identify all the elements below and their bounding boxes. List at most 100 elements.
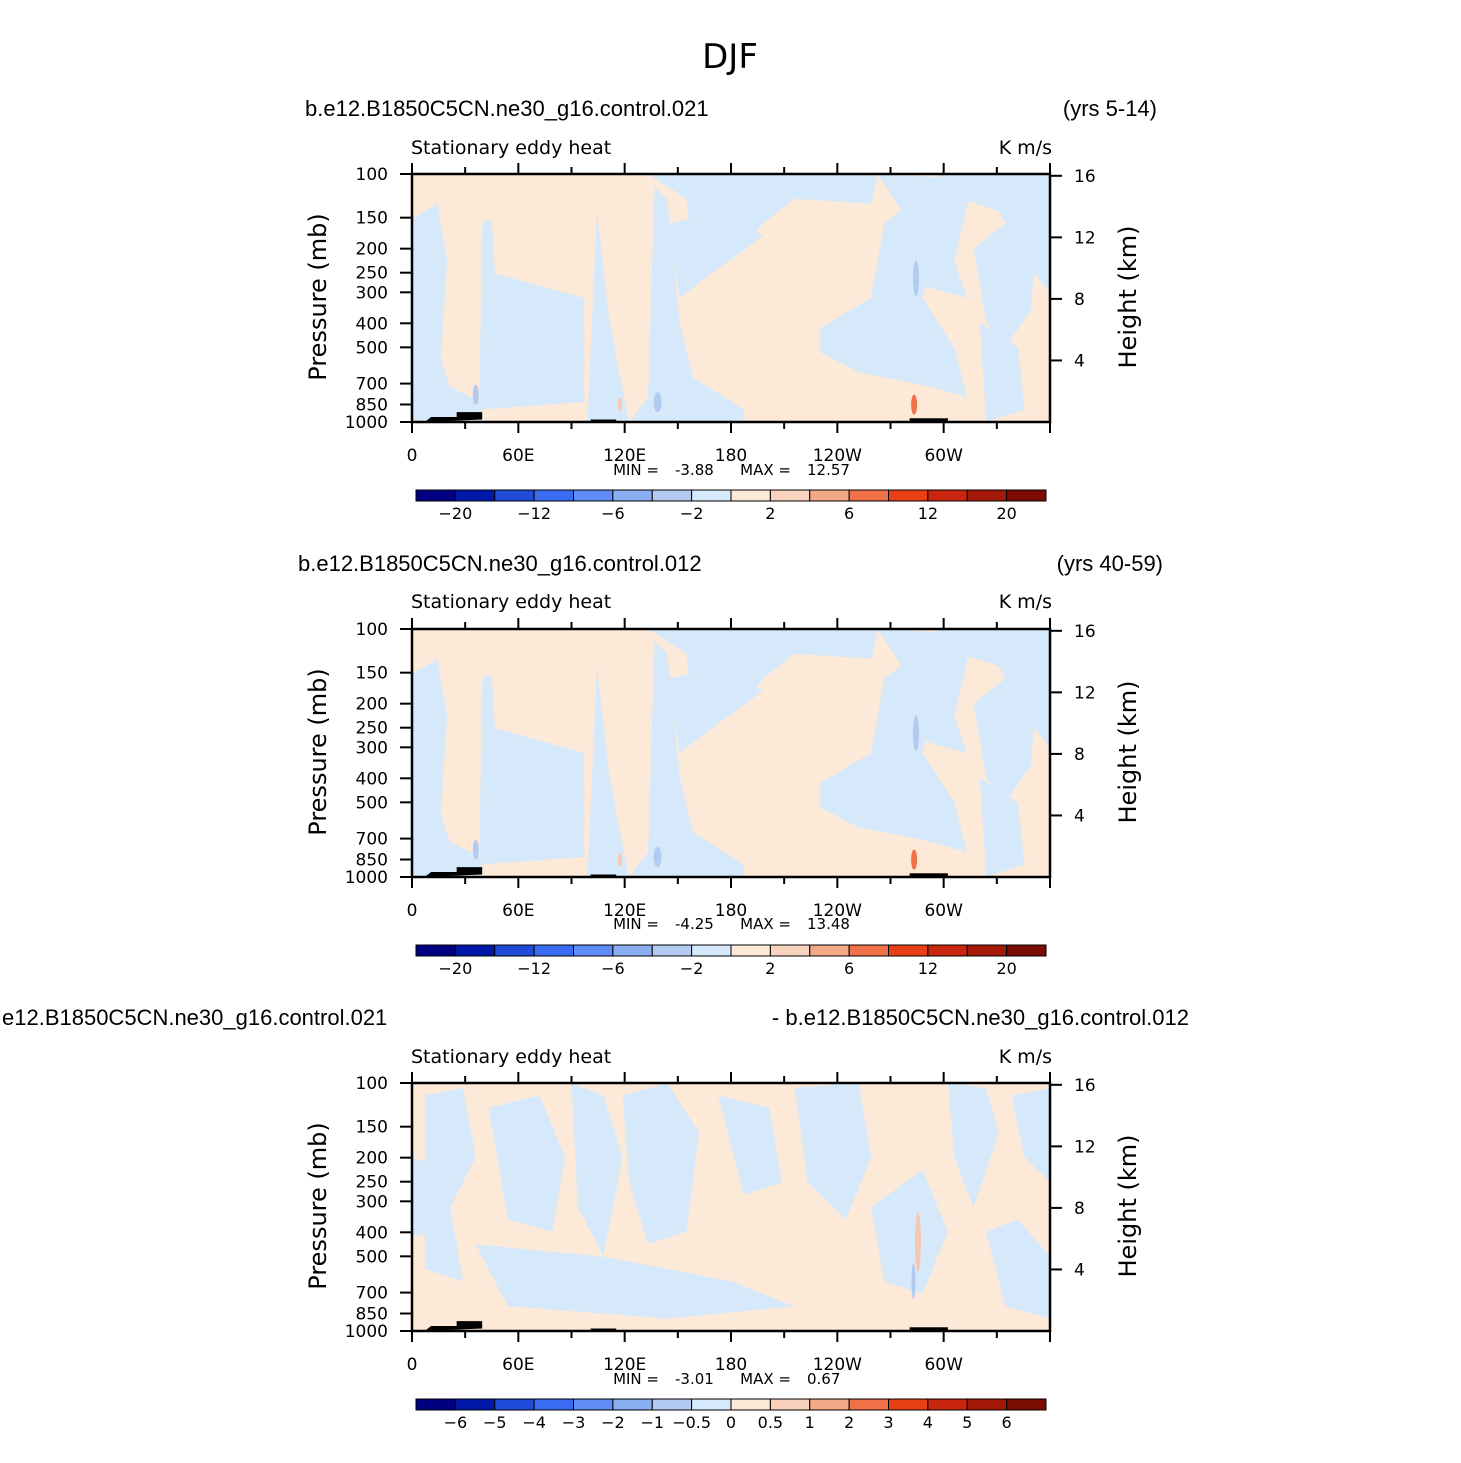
colorbar-label: −2 <box>680 959 704 978</box>
y-tick-label: 500 <box>356 793 388 813</box>
colorbar-label: −5 <box>483 1413 507 1432</box>
colorbar-swatch <box>848 489 889 502</box>
negative-region <box>622 1083 700 1245</box>
y-tick-label: 250 <box>356 264 388 284</box>
negative-core <box>913 260 920 297</box>
panel-1-max-label: MAX = <box>740 461 791 479</box>
panel-1-max-value: 12.57 <box>807 461 850 479</box>
colorbar-swatch <box>691 944 732 957</box>
panel-2-max-label: MAX = <box>740 915 791 933</box>
terrain <box>424 1321 483 1331</box>
colorbar-label: 2 <box>765 504 775 523</box>
panel-2-case-name: b.e12.B1850C5CN.ne30_g16.control.012 <box>298 551 702 576</box>
negative-region <box>871 1169 948 1294</box>
colorbar-label: 3 <box>883 1413 893 1432</box>
colorbar-swatch <box>573 489 614 502</box>
negative-region <box>877 629 974 753</box>
panel-2-ylabel: Pressure (mb) <box>304 668 332 835</box>
terrain <box>909 418 948 422</box>
colorbar-swatch <box>415 489 456 502</box>
colorbar-label: 6 <box>844 959 854 978</box>
y-tick-label: 300 <box>356 1192 388 1212</box>
negative-region <box>412 658 483 877</box>
y-tick-label: 400 <box>356 769 388 789</box>
negative-region <box>935 629 1050 749</box>
y-tick-label: 700 <box>356 830 388 850</box>
x-tick-label: 60W <box>924 901 963 921</box>
colorbar-swatch <box>454 1398 496 1411</box>
colorbar-swatch <box>809 1398 850 1411</box>
colorbar-label: 0 <box>726 1413 736 1432</box>
colorbar-label: 6 <box>844 504 854 523</box>
negative-region <box>571 1083 623 1257</box>
y-tick-label: 100 <box>356 165 388 185</box>
colorbar-label: 2 <box>765 959 775 978</box>
negative-region <box>424 1087 476 1282</box>
colorbar-swatch <box>651 489 693 502</box>
x-tick-label: 120E <box>603 1355 646 1375</box>
colorbar-swatch <box>809 944 850 957</box>
colorbar-label: 1 <box>805 1413 815 1432</box>
negative-core <box>472 384 479 405</box>
height-tick-label: 8 <box>1074 1199 1085 1219</box>
colorbar-label: −4 <box>522 1413 546 1432</box>
positive-core <box>911 849 918 870</box>
colorbar-2: −20 −12 −6 −2 2 6 12 20 <box>415 944 1047 978</box>
colorbar-swatch <box>1006 489 1047 502</box>
height-tick-label: 12 <box>1074 228 1096 248</box>
negative-region <box>973 223 1038 348</box>
positive-core <box>911 394 918 415</box>
negative-region <box>475 1244 795 1319</box>
y-tick-label: 1000 <box>345 413 388 433</box>
colorbar-swatch <box>1006 1398 1047 1411</box>
colorbar-swatch <box>966 1398 1008 1411</box>
colorbar-swatch <box>888 489 929 502</box>
colorbar-label: 5 <box>962 1413 972 1432</box>
height-tick-label: 8 <box>1074 745 1085 765</box>
colorbar-swatch <box>415 1398 456 1411</box>
y-tick-label: 850 <box>356 1304 388 1324</box>
terrain <box>424 412 483 422</box>
x-tick-label: 60E <box>502 446 534 466</box>
panel-1-case-name: b.e12.B1850C5CN.ne30_g16.control.021 <box>305 96 709 121</box>
x-tick-label: 120W <box>813 901 862 921</box>
panel-1-units: K m/s <box>999 137 1052 159</box>
height-tick-label: 8 <box>1074 290 1085 310</box>
negative-region <box>935 174 1050 294</box>
panel-3-ylabel-right: Height (km) <box>1114 1135 1142 1278</box>
y-tick-label: 850 <box>356 395 388 415</box>
x-tick-label: 60E <box>502 901 534 921</box>
panel-2-variable: Stationary eddy heat <box>411 591 611 613</box>
x-tick-label: 120E <box>603 446 646 466</box>
y-tick-label: 300 <box>356 283 388 303</box>
negative-core <box>653 847 662 868</box>
y-tick-label: 400 <box>356 314 388 334</box>
x-tick-label: 0 <box>407 1355 418 1375</box>
colorbar-swatch <box>573 1398 614 1411</box>
colorbar-swatch <box>651 944 693 957</box>
negative-region <box>501 753 578 853</box>
positive-core <box>617 397 622 412</box>
colorbar-swatch <box>612 489 653 502</box>
x-tick-label: 60W <box>924 446 963 466</box>
colorbar-swatch <box>769 1398 811 1411</box>
height-tick-label: 16 <box>1074 1076 1096 1096</box>
panel-3-case-name-right: - b.e12.B1850C5CN.ne30_g16.control.012 <box>772 1005 1189 1030</box>
colorbar-label: −20 <box>438 959 472 978</box>
colorbar-label: −2 <box>680 504 704 523</box>
negative-region <box>587 666 629 877</box>
colorbar-swatch <box>415 944 456 957</box>
colorbar-label: −12 <box>517 959 551 978</box>
height-tick-label: 12 <box>1074 1137 1096 1157</box>
panel-2-min-value: -4.25 <box>675 915 714 933</box>
x-tick-label: 0 <box>407 446 418 466</box>
negative-core <box>911 1263 916 1300</box>
panel-2-units: K m/s <box>999 591 1052 613</box>
panel-1-min-value: -3.88 <box>675 461 714 479</box>
negative-region <box>587 211 629 422</box>
negative-region <box>501 298 578 398</box>
negative-region <box>628 186 744 422</box>
panel-3-units: K m/s <box>999 1046 1052 1068</box>
